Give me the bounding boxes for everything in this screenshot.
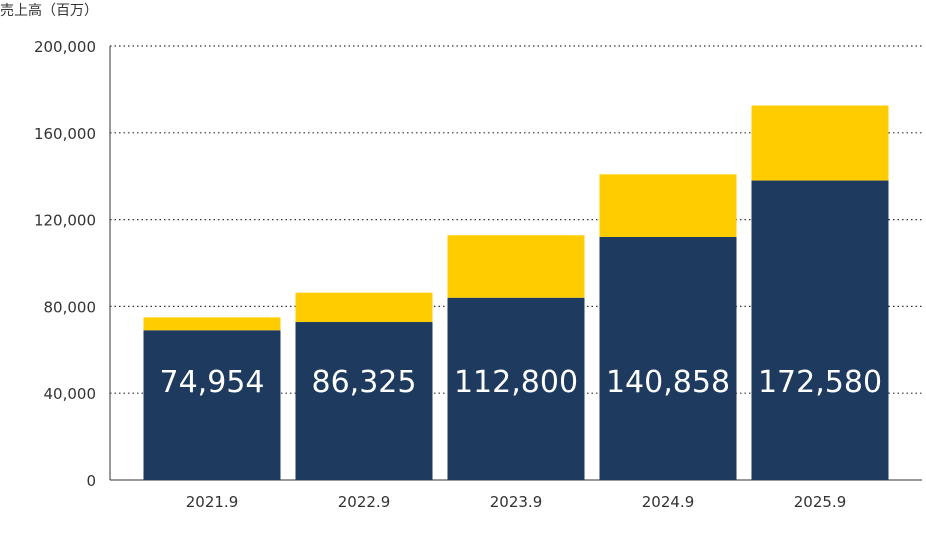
- bar-segment-bottom: [599, 236, 737, 480]
- x-tick-label: 2021.9: [186, 493, 239, 511]
- x-tick-label: 2023.9: [490, 493, 543, 511]
- bar-segment-bottom: [295, 322, 433, 480]
- bar-segment-bottom: [447, 297, 585, 480]
- bar-segment-top: [143, 317, 281, 331]
- bar-segment-bottom: [143, 330, 281, 480]
- bar-segment-bottom: [751, 180, 889, 481]
- y-tick-label: 0: [86, 472, 96, 490]
- y-tick-label: 80,000: [44, 298, 97, 316]
- y-tick-label: 200,000: [34, 38, 96, 56]
- y-tick-label: 160,000: [34, 125, 96, 143]
- bar-total-label: 74,954: [160, 365, 265, 400]
- x-tick-label: 2025.9: [794, 493, 847, 511]
- bar-segment-top: [751, 105, 889, 181]
- y-tick-label: 120,000: [34, 212, 96, 230]
- bar-segment-top: [295, 292, 433, 323]
- y-axis-title: 売上高（百万）: [0, 3, 98, 19]
- bar-total-label: 112,800: [454, 365, 578, 400]
- x-tick-label: 2024.9: [642, 493, 695, 511]
- y-tick-label: 40,000: [44, 385, 97, 403]
- bar-segment-top: [599, 174, 737, 237]
- bar-segment-top: [447, 235, 585, 298]
- bar-total-label: 140,858: [606, 365, 730, 400]
- x-tick-label: 2022.9: [338, 493, 391, 511]
- bar-total-label: 86,325: [312, 365, 417, 400]
- bar-total-label: 172,580: [758, 365, 882, 400]
